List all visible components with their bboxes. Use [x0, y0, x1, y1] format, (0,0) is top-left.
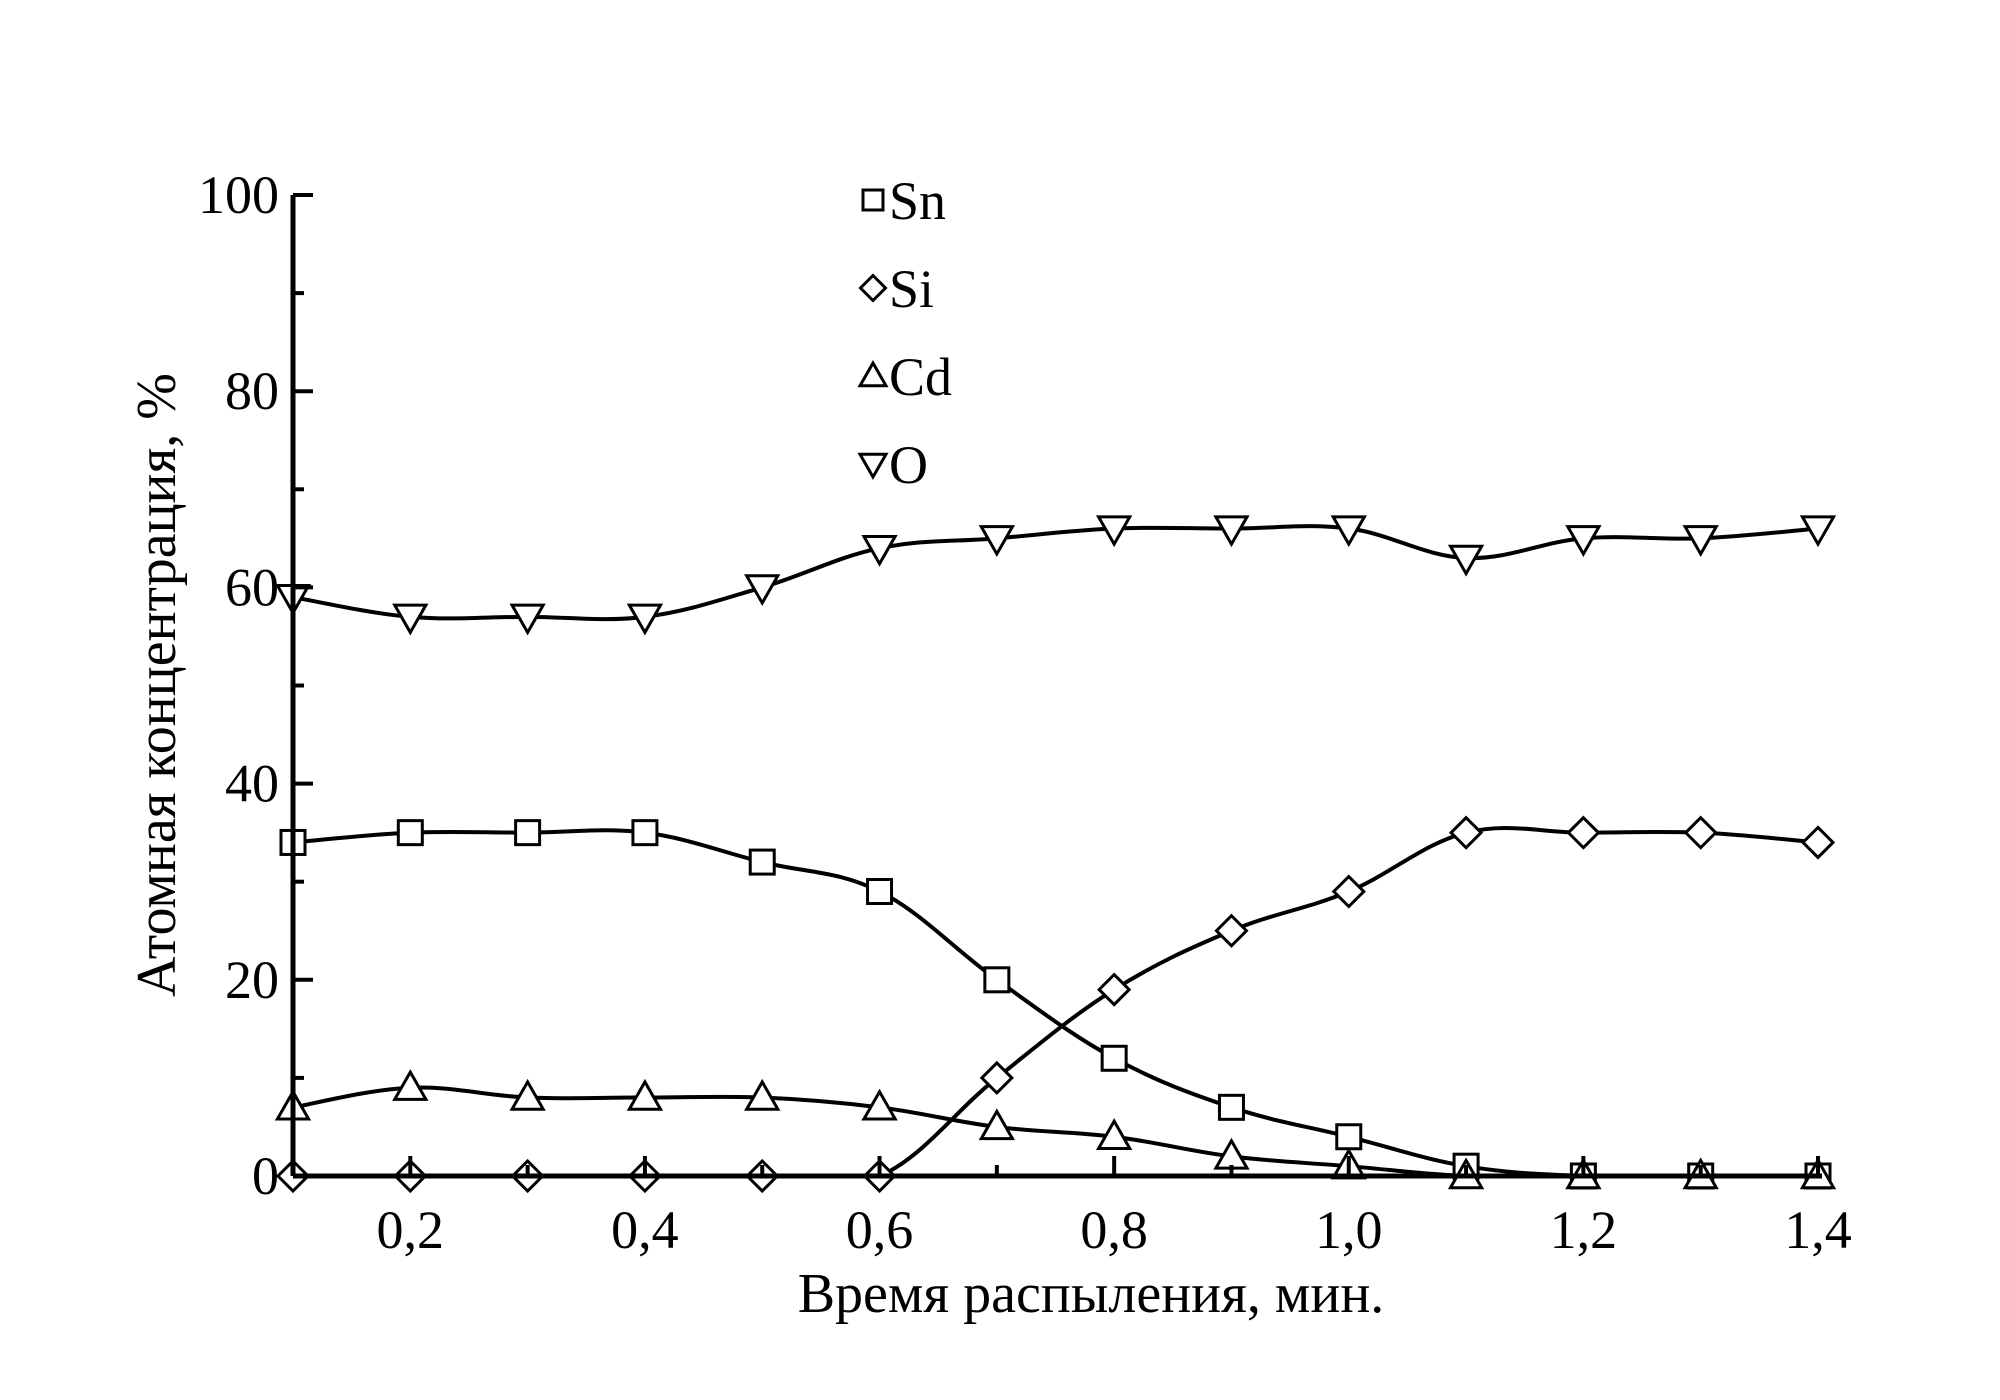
y-tick-label: 0	[252, 1146, 279, 1206]
data-point-cd	[626, 1078, 664, 1111]
series-line-sn	[292, 828, 1818, 1179]
x-ticks: 0,2 0,4 0,6 0,8 1,0 1,2 1,4	[291, 1156, 1852, 1260]
data-point-sn	[514, 819, 542, 847]
data-point-sn	[1217, 1093, 1245, 1121]
legend-marker-o	[857, 452, 889, 481]
data-point-cd	[392, 1069, 429, 1101]
legend-marker-sn	[861, 188, 885, 212]
data-point-o	[1799, 515, 1837, 548]
series-line-o	[292, 524, 1819, 622]
data-point-sn	[983, 966, 1011, 994]
data-point-si	[1566, 815, 1601, 850]
data-point-o	[1213, 515, 1250, 548]
data-point-o	[1682, 525, 1719, 557]
y-tick-label: 60	[225, 557, 279, 617]
data-point-cd	[1095, 1118, 1133, 1150]
data-point-cd	[744, 1078, 781, 1111]
x-tick-label: 1,4	[1784, 1200, 1852, 1260]
data-point-si	[1331, 874, 1366, 909]
data-point-sn	[866, 878, 894, 906]
x-tick-label: 0,2	[377, 1200, 445, 1260]
data-point-o	[626, 603, 664, 636]
legend-marker-si	[858, 273, 888, 303]
legend: Sn Si Cd O	[857, 171, 952, 495]
data-point-si	[1800, 825, 1836, 860]
data-point-o	[861, 534, 898, 567]
x-axis-title: Время распыления, мин.	[798, 1263, 1385, 1325]
data-point-sn	[396, 819, 424, 847]
data-point-si	[1448, 815, 1484, 850]
legend-label-o: O	[889, 435, 928, 495]
data-point-o	[978, 525, 1016, 557]
data-point-cd	[509, 1078, 546, 1111]
y-tick-label: 20	[225, 950, 279, 1010]
x-tick-label: 0,4	[611, 1200, 679, 1260]
data-point-o	[392, 603, 429, 636]
data-point-cd	[861, 1088, 898, 1121]
legend-item-sn: Sn	[861, 171, 946, 231]
axes: 0,2 0,4 0,6 0,8 1,0 1,2 1,4 0 20 40 60 80 100	[198, 165, 1852, 1260]
data-point-si	[979, 1060, 1014, 1096]
legend-item-si: Si	[858, 259, 934, 319]
y-tick-label: 40	[225, 754, 279, 814]
data-point-si	[1214, 913, 1249, 948]
x-tick-label: 0,8	[1080, 1200, 1148, 1260]
x-tick-label: 0,6	[846, 1200, 914, 1260]
data-point-si	[1097, 972, 1132, 1007]
legend-label-si: Si	[889, 259, 934, 319]
data-point-o	[1447, 544, 1485, 577]
data-point-si	[1683, 815, 1718, 850]
data-point-sn	[1100, 1044, 1128, 1072]
y-tick-label: 100	[198, 165, 279, 225]
data-point-sn	[748, 848, 776, 876]
data-point-o	[1565, 525, 1602, 557]
legend-marker-cd	[857, 359, 889, 388]
data-point-o	[1330, 515, 1367, 548]
y-tick-label: 80	[225, 361, 279, 421]
series-line-si	[292, 825, 1819, 1179]
data-point-o	[509, 603, 546, 636]
y-axis-title: Атомная концентрация, %	[126, 373, 188, 997]
x-tick-label: 1,2	[1550, 1200, 1618, 1260]
data-point-o	[1095, 515, 1133, 548]
data-point-cd	[978, 1108, 1016, 1141]
x-tick-label: 1,0	[1315, 1200, 1383, 1260]
data-point-sn	[1335, 1123, 1363, 1151]
legend-label-cd: Cd	[889, 347, 952, 407]
legend-item-o: O	[857, 435, 928, 495]
data-point-o	[744, 574, 781, 607]
data-point-sn	[631, 819, 659, 847]
y-ticks: 0 20 40 60 80 100	[198, 165, 313, 1206]
legend-item-cd: Cd	[857, 347, 952, 407]
legend-label-sn: Sn	[889, 171, 946, 231]
